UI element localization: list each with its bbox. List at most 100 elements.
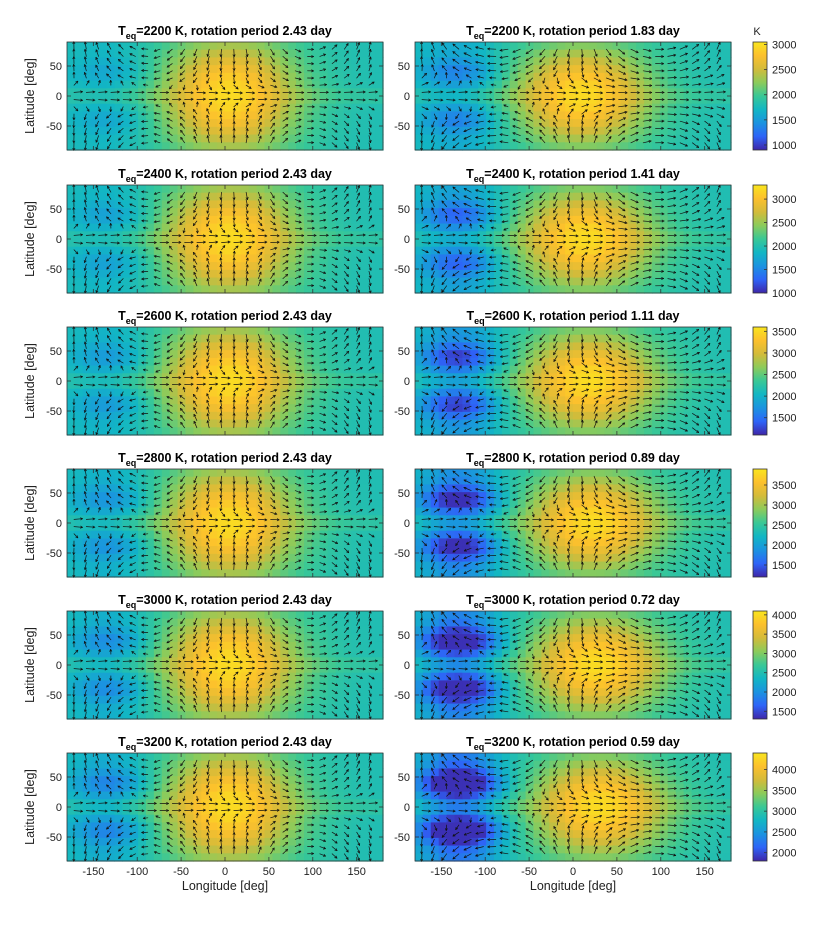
wind-arrow-head (153, 112, 157, 115)
wind-arrow (294, 48, 302, 53)
wind-arrow (368, 120, 372, 128)
heatmap-cell (612, 72, 621, 82)
heatmap-cell (470, 65, 479, 74)
heatmap-cell (533, 49, 542, 59)
wind-arrow (166, 56, 173, 61)
heatmap-cell (478, 65, 487, 74)
heatmap-cell (232, 185, 242, 194)
wind-arrow-head (345, 43, 349, 45)
wind-arrow (84, 41, 87, 50)
wind-arrow-head (311, 134, 314, 136)
heatmap-cell (351, 126, 360, 136)
wind-arrow (206, 63, 210, 71)
heatmap-cell (272, 285, 281, 294)
heatmap-cell (691, 134, 700, 143)
wind-arrow-head (311, 141, 314, 143)
heatmap-cell (67, 49, 76, 59)
wind-arrow (106, 57, 112, 64)
wind-arrow (207, 135, 210, 144)
heatmap-cell (153, 65, 163, 74)
heatmap-cell (367, 185, 376, 194)
wind-arrow-head (311, 105, 315, 108)
heatmap-cell (122, 134, 131, 143)
wind-arrow-head (95, 147, 99, 150)
wind-arrow-head (117, 66, 120, 70)
heatmap-cell (478, 42, 487, 51)
heatmap-cell (82, 142, 92, 151)
heatmap-cell (185, 142, 194, 151)
wind-arrow (692, 113, 701, 117)
heatmap-cell (177, 111, 187, 120)
heatmap-cell (596, 65, 606, 74)
heatmap-cell (446, 134, 456, 143)
heatmap-cell (652, 57, 661, 66)
heatmap-cell (193, 119, 202, 128)
heatmap-cell (82, 269, 92, 279)
wind-arrow (167, 138, 173, 144)
heatmap-cell (248, 126, 258, 136)
heatmap-cell (106, 72, 115, 82)
heatmap-cell (225, 269, 234, 279)
heatmap-cell (517, 80, 527, 89)
heatmap-cell (359, 142, 368, 151)
wind-arrow (84, 56, 87, 64)
heatmap-cell (114, 42, 123, 51)
heatmap-cell (232, 42, 242, 51)
heatmap-cell (122, 192, 131, 202)
wind-arrow-head (220, 81, 223, 85)
wind-arrow (642, 112, 653, 115)
heatmap-cell (90, 246, 100, 256)
colorbar-tick-label: 2000 (772, 90, 796, 102)
wind-arrow-head (445, 117, 448, 120)
wind-arrow (282, 56, 289, 62)
heatmap-cell (82, 285, 92, 294)
wind-arrow (319, 84, 327, 86)
wind-arrow-head (83, 56, 86, 60)
heatmap-cell (288, 246, 297, 256)
heatmap-cell (557, 126, 566, 136)
heatmap-cell (454, 126, 463, 136)
wind-arrow-head (203, 91, 206, 94)
heatmap-cell (636, 88, 645, 97)
heatmap-cell (494, 103, 503, 113)
heatmap-cell (288, 111, 297, 120)
wind-arrow-head (206, 68, 210, 71)
wind-arrow-head (120, 109, 124, 112)
wind-arrow (606, 104, 616, 108)
heatmap-cell (74, 80, 84, 89)
heatmap-cell (272, 142, 281, 151)
wind-arrow-head (83, 207, 86, 211)
wind-arrow-head (106, 117, 110, 119)
heatmap-cell (153, 223, 163, 232)
wind-arrow-head (258, 121, 262, 124)
wind-arrow-head (276, 91, 280, 94)
heatmap-cell (225, 126, 234, 136)
wind-arrow-head (475, 129, 479, 132)
wind-arrow-head (264, 97, 268, 100)
wind-arrow (270, 77, 276, 83)
heatmap-cell (272, 72, 281, 82)
heatmap-cell (138, 239, 147, 248)
wind-arrow (166, 117, 173, 122)
wind-arrow-head (83, 64, 86, 68)
wind-arrow (692, 135, 700, 141)
heatmap-cell (470, 103, 479, 113)
heatmap-cell (280, 96, 289, 105)
wind-arrow-head (252, 97, 255, 100)
wind-arrow-head (192, 81, 196, 83)
wind-arrow (245, 108, 249, 115)
heatmap-cell (659, 49, 669, 59)
wind-arrow-head (648, 132, 652, 135)
heatmap-cell (501, 72, 511, 82)
heatmap-cell (122, 103, 131, 113)
wind-arrow (470, 106, 472, 112)
heatmap-cell (573, 80, 582, 89)
heatmap-cell (122, 142, 131, 151)
heatmap-cell (98, 254, 108, 263)
heatmap-cell (446, 57, 456, 66)
heatmap-cell (359, 277, 368, 286)
heatmap-cell (699, 111, 708, 120)
heatmap-cell (723, 57, 732, 66)
heatmap-cell (359, 126, 368, 136)
